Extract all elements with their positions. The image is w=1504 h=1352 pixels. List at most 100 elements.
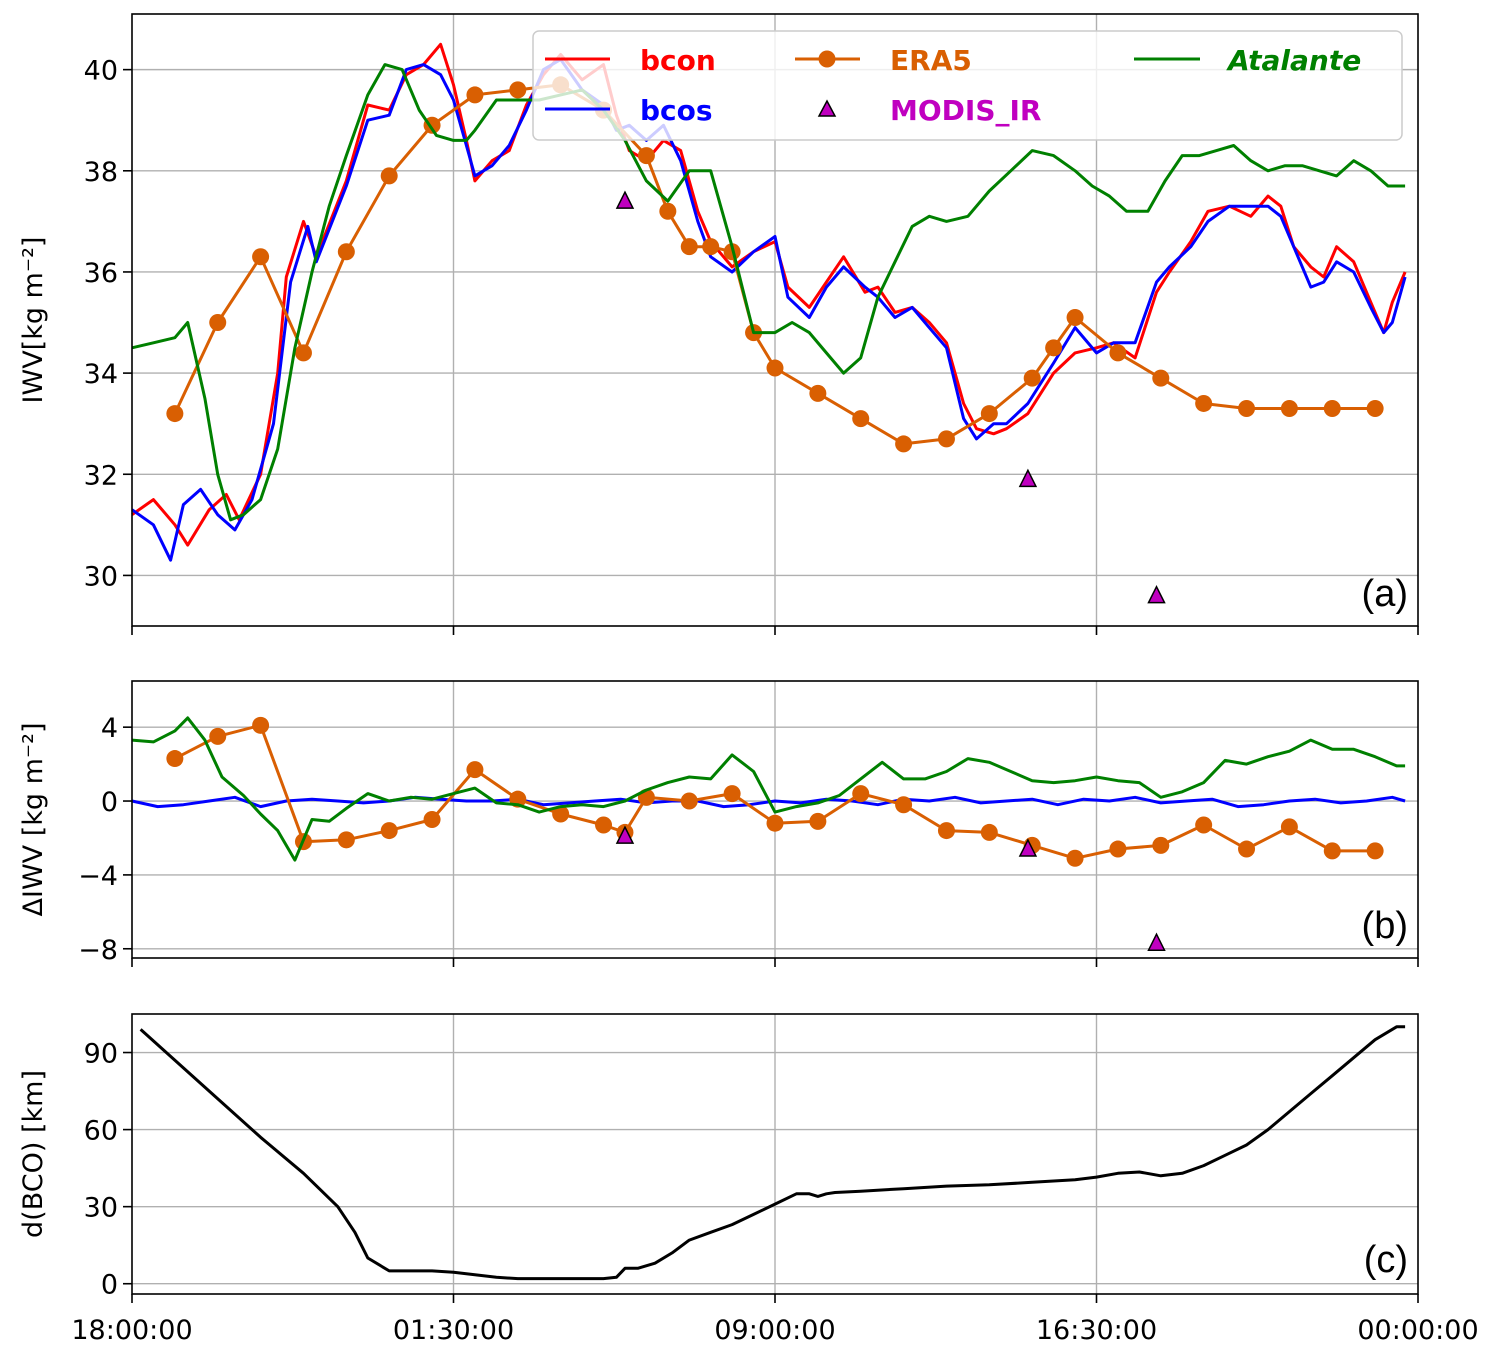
- data-point-era5: [980, 405, 998, 423]
- data-point-era5: [166, 750, 184, 768]
- y-tick-label: 0: [101, 787, 118, 818]
- data-point-era5: [209, 314, 227, 332]
- x-tick-label: 18:00:00: [71, 1315, 192, 1346]
- data-point-era5: [852, 410, 870, 428]
- y-tick-label: 0: [101, 1270, 118, 1301]
- data-point-era5: [680, 238, 698, 256]
- data-point-era5: [1280, 400, 1298, 418]
- y-tick-label: −8: [78, 935, 118, 966]
- data-point-era5: [380, 822, 398, 840]
- data-point-era5: [766, 359, 784, 377]
- data-point-era5: [595, 816, 613, 834]
- legend-label-modis: MODIS_IR: [890, 94, 1041, 127]
- data-point-era5: [766, 814, 784, 832]
- panel-a-series: [131, 42, 1407, 604]
- data-point-era5: [1366, 400, 1384, 418]
- panel-c-frame: [131, 1013, 1419, 1295]
- panel-c: 0 30 60 90 18:00:00 01:30:00 09:00:00 16:30:00…: [18, 1013, 1479, 1346]
- data-point-era5: [637, 147, 655, 165]
- panel-c-ylabel: d(BCO) [km]: [18, 1070, 49, 1238]
- panel-a-ylabel: IWV[kg m⁻²]: [18, 237, 49, 404]
- x-tick-label: 16:30:00: [1036, 1315, 1157, 1346]
- series-line-bcos: [131, 58, 1407, 562]
- y-tick-label: 60: [84, 1116, 118, 1147]
- data-point-era5: [659, 202, 677, 220]
- data-point-era5: [466, 86, 484, 104]
- panel-c-xticks: 18:00:00 01:30:00 09:00:00 16:30:00 00:00:00: [71, 1294, 1479, 1346]
- legend-marker-era5: [818, 50, 836, 68]
- y-tick-label: −4: [78, 861, 118, 892]
- panel-c-yticks: 0 30 60 90: [84, 1039, 132, 1301]
- x-tick-label: 01:30:00: [393, 1315, 514, 1346]
- x-tick-label: 00:00:00: [1357, 1315, 1478, 1346]
- series-line-atalante: [131, 716, 1406, 862]
- data-point-era5: [980, 823, 998, 841]
- x-tick-label: 09:00:00: [714, 1315, 835, 1346]
- data-point-era5: [380, 167, 398, 185]
- legend-label-era5: ERA5: [890, 44, 972, 77]
- panel-a-xticks: [131, 626, 1419, 635]
- panel-c-tag: (c): [1364, 1239, 1408, 1281]
- data-point-era5: [1045, 339, 1063, 357]
- data-point-era5: [1238, 400, 1256, 418]
- data-point-era5: [1066, 849, 1084, 867]
- data-point-modis-ir: [1147, 584, 1166, 604]
- panel-b-ylabel: ΔIWV [kg m⁻²]: [18, 723, 49, 917]
- legend-entry-atalante: Atalante: [1134, 44, 1361, 77]
- panel-c-series: [139, 1025, 1406, 1281]
- series-line-distance: [139, 1025, 1406, 1281]
- y-tick-label: 40: [84, 56, 118, 87]
- data-point-era5: [252, 716, 270, 734]
- legend-label-bcon: bcon: [640, 44, 716, 77]
- data-point-era5: [337, 831, 355, 849]
- legend-entry-modis: MODIS_IR: [817, 94, 1041, 127]
- series-line-bcos: [131, 795, 1406, 809]
- panel-b-yticks: 4 0 −4 −8: [78, 713, 132, 966]
- panel-b: 4 0 −4 −8 ΔIWV [kg m⁻²] (b): [18, 680, 1419, 967]
- data-point-era5: [1109, 840, 1127, 858]
- data-point-era5: [337, 243, 355, 261]
- data-point-era5: [1109, 344, 1127, 362]
- data-point-modis-ir: [615, 825, 635, 844]
- panel-b-frame: [131, 680, 1419, 959]
- data-point-era5: [680, 792, 698, 810]
- data-point-era5: [937, 430, 955, 448]
- data-point-era5: [423, 811, 441, 828]
- data-point-era5: [723, 785, 741, 803]
- panel-b-tag: (b): [1362, 905, 1408, 947]
- series-line-atalante: [131, 63, 1406, 522]
- panel-b-series: [131, 716, 1406, 951]
- data-point-era5: [1195, 816, 1213, 834]
- panel-a-yticks: 30 32 34 36 38 40: [84, 56, 132, 592]
- data-point-era5: [895, 796, 913, 814]
- data-point-era5: [702, 238, 720, 256]
- data-point-era5: [809, 384, 827, 402]
- legend: bcon bcos ERA5 MODIS_IR Atalante: [532, 30, 1403, 141]
- y-tick-label: 30: [84, 1193, 118, 1224]
- y-tick-label: 36: [84, 258, 118, 289]
- data-point-modis-ir: [1018, 838, 1038, 857]
- data-point-era5: [1195, 394, 1213, 412]
- legend-entry-bcos: bcos: [545, 94, 713, 127]
- panel-c-grid: [132, 1014, 1418, 1294]
- data-point-era5: [1023, 369, 1041, 387]
- data-point-era5: [294, 344, 312, 362]
- data-point-era5: [809, 812, 827, 830]
- data-point-era5: [1152, 836, 1170, 854]
- data-point-era5: [509, 81, 527, 99]
- data-point-era5: [1238, 840, 1256, 858]
- data-point-era5: [1366, 842, 1384, 860]
- data-point-era5: [552, 805, 570, 823]
- y-tick-label: 4: [101, 713, 118, 744]
- y-tick-label: 32: [84, 460, 118, 491]
- data-point-era5: [1152, 369, 1170, 387]
- data-point-modis-ir: [1147, 932, 1166, 951]
- legend-entry-era5: ERA5: [795, 44, 972, 77]
- data-point-era5: [895, 435, 913, 453]
- data-point-era5: [1066, 308, 1084, 326]
- data-point-modis-ir: [1018, 468, 1038, 488]
- legend-marker-modis: [817, 99, 837, 117]
- data-point-era5: [1280, 818, 1298, 836]
- y-tick-label: 90: [84, 1039, 118, 1070]
